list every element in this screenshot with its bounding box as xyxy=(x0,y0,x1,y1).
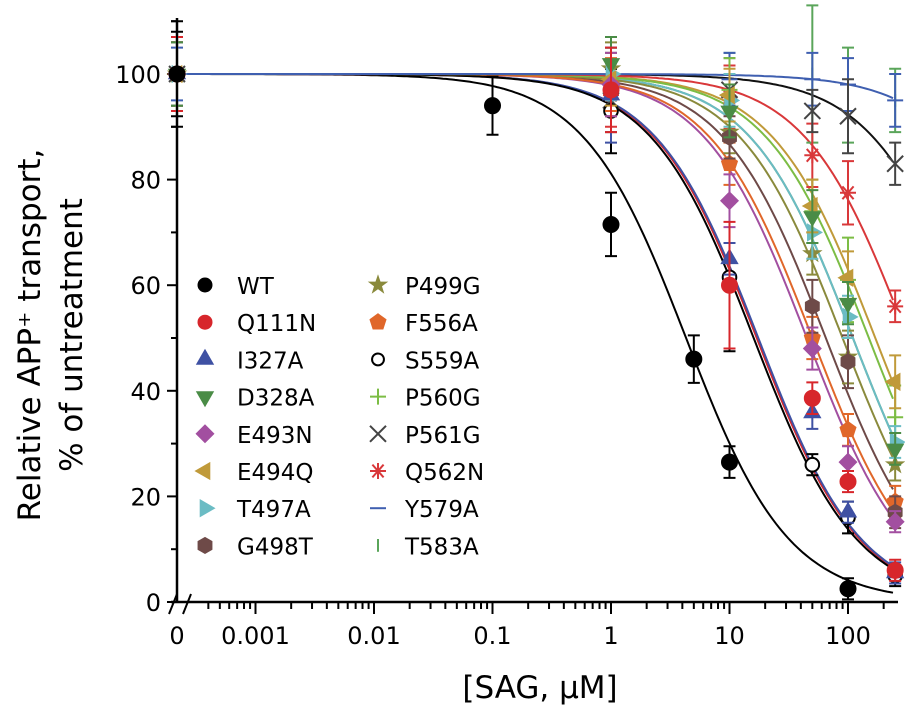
data-point xyxy=(720,105,739,122)
y-tick-label: 20 xyxy=(130,483,161,511)
x-tick-label: 0.01 xyxy=(347,622,400,650)
legend-marker-S559A xyxy=(371,352,385,367)
legend-label: F556A xyxy=(405,311,478,337)
data-point xyxy=(839,473,857,491)
legend-marker-E494Q xyxy=(194,461,211,481)
legend-label: Y579A xyxy=(404,497,479,523)
legend-marker-F556A xyxy=(369,313,387,330)
legend-label: T583A xyxy=(404,534,479,560)
data-point xyxy=(837,268,854,287)
fit-curve-E493N xyxy=(179,73,894,520)
y-tick-label: 60 xyxy=(130,272,161,300)
legend-label: P499G xyxy=(405,274,481,300)
series-Q562N xyxy=(169,41,904,324)
x-axis-label: [SAG, μM] xyxy=(462,670,617,706)
fit-curves xyxy=(179,73,894,594)
legend-label: S559A xyxy=(405,348,479,374)
legend-label: E494Q xyxy=(237,460,314,486)
legend-label: P560G xyxy=(405,386,481,412)
legend-label: D328A xyxy=(237,386,315,412)
axis-break-mark xyxy=(168,593,192,615)
data-point xyxy=(839,420,857,438)
fit-curve-T497A xyxy=(179,73,894,437)
x-tick-label: 0 xyxy=(169,622,184,650)
legend-marker-WT xyxy=(197,277,213,293)
data-point xyxy=(721,276,738,294)
data-point xyxy=(803,211,822,228)
fit-curve-Y579A xyxy=(179,73,894,100)
legend-label: G498T xyxy=(237,534,314,560)
data-point xyxy=(719,191,740,211)
data-point xyxy=(484,97,501,115)
data-point xyxy=(838,297,858,314)
data-point xyxy=(602,215,620,233)
legend-label: E493N xyxy=(237,423,313,449)
x-tick-label: 0.001 xyxy=(221,622,290,650)
data-point xyxy=(887,298,904,315)
x-tick-label: 0.1 xyxy=(473,622,511,650)
legend-marker-Q562N xyxy=(370,463,386,479)
legend-label: WT xyxy=(237,274,275,300)
data-point xyxy=(804,297,820,315)
data-point xyxy=(885,512,905,532)
y-tick-label: 100 xyxy=(115,61,161,89)
data-point xyxy=(886,561,904,579)
data-point xyxy=(802,339,822,359)
x-tick-label: 1 xyxy=(603,622,618,650)
legend: WT Q111N I327A D328A E493N E494Q T497A G498T P49… xyxy=(194,274,484,560)
series-WT xyxy=(168,20,857,601)
data-point xyxy=(839,580,857,598)
fit-curve-D328A xyxy=(179,73,894,437)
legend-marker-D328A xyxy=(195,391,215,408)
data-points xyxy=(166,4,905,601)
data-point xyxy=(838,501,858,518)
series-Y579A xyxy=(169,46,904,128)
data-point xyxy=(840,184,856,201)
legend-label: Q562N xyxy=(405,460,484,486)
x-tick-label: 10 xyxy=(714,622,745,650)
data-point xyxy=(721,453,738,471)
legend-marker-P561G xyxy=(369,425,387,443)
data-point xyxy=(839,107,857,125)
axes: 0 20 40 60 80 100 0 0.001 0.01 0.1 1 10 100 xyxy=(115,18,898,650)
data-point xyxy=(842,307,859,327)
y-tick-label: 40 xyxy=(130,378,161,406)
legend-label: Q111N xyxy=(237,311,316,337)
y-tick-label: 80 xyxy=(130,167,161,195)
data-point xyxy=(886,155,904,173)
legend-marker-P499G xyxy=(367,274,389,294)
data-point xyxy=(801,196,818,216)
data-point xyxy=(168,65,186,83)
data-point xyxy=(804,147,821,164)
data-point xyxy=(838,452,858,472)
data-point xyxy=(804,456,821,473)
legend-marker-E493N xyxy=(195,424,215,444)
legend-marker-P560G xyxy=(370,388,386,405)
y-axis-label-line2: % of untreatment xyxy=(54,198,90,472)
data-point xyxy=(685,350,703,368)
legend-label: I327A xyxy=(237,348,304,374)
legend-label: T497A xyxy=(236,497,311,523)
data-point xyxy=(884,372,901,392)
data-point xyxy=(885,443,905,460)
y-tick-label: 0 xyxy=(146,589,161,617)
legend-marker-T497A xyxy=(199,499,216,518)
legend-marker-I327A xyxy=(195,348,215,365)
data-point xyxy=(887,409,904,426)
y-axis-label-line1: Relative APP⁺ transport, xyxy=(12,149,48,522)
data-point xyxy=(602,81,620,99)
data-point xyxy=(803,102,822,120)
series-P499G xyxy=(166,41,905,482)
data-point xyxy=(840,353,856,371)
legend-marker-G498T xyxy=(197,536,213,554)
legend-label: P561G xyxy=(405,423,481,449)
data-point xyxy=(718,85,735,105)
series-E493N xyxy=(167,41,905,534)
legend-marker-Q111N xyxy=(197,314,213,330)
data-point xyxy=(803,389,821,407)
x-tick-label: 100 xyxy=(825,622,871,650)
